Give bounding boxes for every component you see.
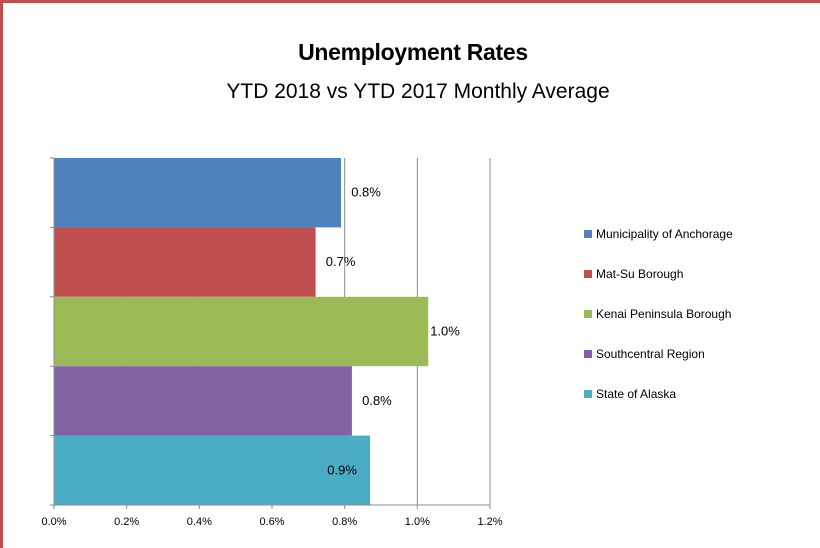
legend-label: Municipality of Anchorage: [596, 227, 733, 241]
legend-label: State of Alaska: [596, 387, 677, 401]
x-tick-label: 0.4%: [187, 516, 212, 528]
legend-swatch: [584, 230, 592, 238]
x-tick-label: 1.0%: [405, 516, 430, 528]
legend-swatch: [584, 350, 592, 358]
legend-swatch: [584, 270, 592, 278]
data-label: 1.0%: [430, 324, 460, 339]
x-tick-label: 0.2%: [114, 516, 139, 528]
data-label: 0.7%: [326, 254, 356, 269]
x-tick-label: 0.0%: [41, 516, 66, 528]
chart-title: Unemployment Rates: [298, 39, 528, 65]
x-tick-label: 1.2%: [477, 516, 502, 528]
bar: [54, 227, 316, 297]
legend-swatch: [584, 390, 592, 398]
legend-label: Kenai Peninsula Borough: [596, 307, 732, 321]
x-tick-label: 0.8%: [332, 516, 357, 528]
bar: [54, 366, 352, 436]
bar: [54, 158, 342, 228]
legend-label: Mat-Su Borough: [596, 267, 684, 281]
data-label: 0.8%: [351, 185, 381, 200]
data-label: 0.8%: [362, 393, 392, 408]
bar: [54, 296, 429, 367]
legend-label: Southcentral Region: [596, 347, 705, 361]
bar: [54, 435, 371, 505]
x-tick-label: 0.6%: [259, 516, 284, 528]
legend-swatch: [584, 310, 592, 318]
data-label: 0.9%: [327, 462, 357, 477]
chart-subtitle: YTD 2018 vs YTD 2017 Monthly Average: [226, 80, 610, 103]
